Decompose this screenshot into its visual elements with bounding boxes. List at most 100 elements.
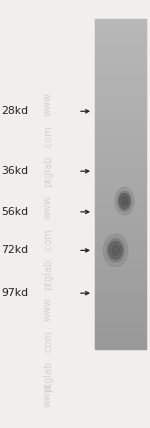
Bar: [95, 220, 146, 221]
Bar: [95, 51, 146, 52]
Bar: [95, 151, 146, 152]
Bar: [95, 318, 146, 319]
Bar: [95, 139, 146, 140]
Text: 97kd: 97kd: [2, 288, 29, 298]
Bar: [95, 331, 146, 332]
Bar: [95, 293, 146, 294]
Bar: [95, 223, 146, 225]
Bar: [95, 132, 146, 134]
Bar: [95, 321, 146, 322]
Bar: [95, 60, 146, 61]
Bar: [95, 231, 146, 232]
Bar: [95, 131, 146, 132]
Bar: [95, 69, 146, 70]
Bar: [95, 283, 146, 284]
Bar: [95, 246, 146, 247]
Bar: [95, 158, 146, 159]
Text: ptglab: ptglab: [43, 155, 53, 187]
Bar: [95, 117, 146, 118]
Bar: [95, 229, 146, 230]
Bar: [95, 304, 146, 305]
Bar: [95, 240, 146, 241]
Bar: [95, 71, 146, 72]
Bar: [95, 109, 146, 110]
Text: ptglab: ptglab: [43, 361, 53, 392]
Bar: [95, 42, 146, 43]
Bar: [95, 82, 146, 83]
Bar: [95, 329, 146, 330]
Bar: [95, 85, 146, 86]
Bar: [95, 159, 146, 160]
Bar: [95, 276, 146, 277]
Text: www.: www.: [43, 380, 53, 407]
Bar: [95, 46, 146, 47]
Bar: [95, 93, 146, 94]
Bar: [95, 178, 146, 180]
Bar: [95, 270, 146, 271]
Bar: [95, 143, 146, 145]
Bar: [95, 160, 146, 161]
Bar: [95, 185, 146, 186]
Bar: [95, 203, 146, 204]
Bar: [95, 120, 146, 122]
Bar: [95, 214, 146, 215]
Bar: [95, 287, 146, 288]
Bar: [95, 196, 146, 197]
Bar: [95, 149, 146, 150]
Bar: [95, 79, 146, 80]
Bar: [95, 164, 146, 165]
Bar: [95, 268, 146, 269]
Bar: [95, 19, 146, 21]
Bar: [95, 94, 146, 95]
Bar: [95, 170, 146, 171]
Bar: [95, 36, 146, 37]
Bar: [95, 147, 146, 148]
Bar: [95, 110, 146, 112]
Bar: [95, 342, 146, 343]
Bar: [95, 217, 146, 218]
Bar: [95, 208, 146, 209]
Bar: [95, 288, 146, 289]
Bar: [95, 61, 146, 62]
Bar: [95, 253, 146, 254]
Bar: [95, 285, 146, 286]
Text: .com: .com: [43, 228, 53, 252]
Bar: [95, 59, 146, 60]
Bar: [95, 172, 146, 173]
Bar: [95, 70, 146, 71]
Bar: [95, 232, 146, 234]
Bar: [95, 314, 146, 315]
Bar: [95, 124, 146, 125]
Bar: [95, 197, 146, 198]
Bar: [95, 58, 146, 59]
Bar: [95, 134, 146, 136]
Bar: [95, 279, 146, 281]
Bar: [95, 320, 146, 321]
Bar: [95, 328, 146, 329]
Bar: [95, 41, 146, 42]
Bar: [95, 153, 146, 155]
Bar: [95, 292, 146, 293]
Bar: [95, 235, 146, 236]
Bar: [95, 324, 146, 325]
Bar: [95, 40, 146, 41]
Bar: [95, 62, 146, 63]
Ellipse shape: [103, 234, 128, 267]
Bar: [95, 26, 146, 27]
Bar: [95, 265, 146, 266]
Bar: [95, 28, 146, 29]
Bar: [95, 81, 146, 82]
Bar: [95, 294, 146, 295]
Bar: [95, 275, 146, 276]
Bar: [95, 66, 146, 68]
Bar: [95, 230, 146, 231]
Bar: [95, 102, 146, 103]
Bar: [95, 150, 146, 151]
Text: 36kd: 36kd: [2, 166, 29, 176]
Bar: [95, 273, 146, 274]
Bar: [95, 205, 146, 206]
Bar: [95, 145, 146, 146]
Bar: [95, 99, 146, 101]
Bar: [95, 204, 146, 205]
Bar: [95, 254, 146, 256]
